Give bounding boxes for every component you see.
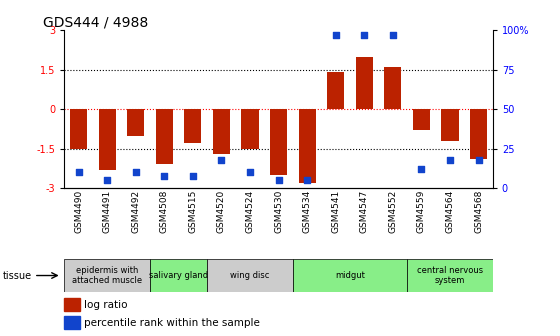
- Bar: [64, 298, 80, 311]
- Point: [474, 157, 483, 162]
- Bar: [64, 316, 80, 329]
- Bar: [384, 67, 402, 109]
- Point: [360, 32, 368, 38]
- Text: wing disc: wing disc: [230, 271, 270, 280]
- Text: GSM4520: GSM4520: [217, 190, 226, 233]
- Text: percentile rank within the sample: percentile rank within the sample: [83, 318, 259, 328]
- Point: [160, 173, 169, 178]
- Point: [274, 177, 283, 183]
- Text: GSM4568: GSM4568: [474, 190, 483, 233]
- Point: [302, 177, 311, 183]
- Bar: [470, 109, 487, 159]
- Text: epidermis with
attached muscle: epidermis with attached muscle: [72, 266, 142, 285]
- Text: GSM4508: GSM4508: [160, 190, 169, 233]
- Text: GSM4552: GSM4552: [388, 190, 398, 233]
- Point: [131, 170, 140, 175]
- Bar: [241, 109, 259, 149]
- Point: [446, 157, 455, 162]
- Bar: [127, 109, 144, 135]
- Text: GSM4524: GSM4524: [245, 190, 255, 233]
- Bar: [441, 109, 459, 141]
- Text: GSM4491: GSM4491: [102, 190, 112, 233]
- Text: central nervous
system: central nervous system: [417, 266, 483, 285]
- Bar: [184, 109, 202, 143]
- Point: [417, 167, 426, 172]
- Text: tissue: tissue: [3, 270, 32, 281]
- Bar: [207, 259, 293, 292]
- Text: GDS444 / 4988: GDS444 / 4988: [43, 15, 148, 29]
- Text: GSM4492: GSM4492: [131, 190, 141, 233]
- Point: [74, 170, 83, 175]
- Point: [217, 157, 226, 162]
- Bar: [293, 259, 407, 292]
- Bar: [407, 259, 493, 292]
- Text: salivary gland: salivary gland: [149, 271, 208, 280]
- Point: [103, 177, 112, 183]
- Bar: [70, 109, 87, 149]
- Text: log ratio: log ratio: [83, 300, 127, 310]
- Text: GSM4534: GSM4534: [302, 190, 312, 233]
- Text: GSM4547: GSM4547: [360, 190, 369, 233]
- Bar: [156, 109, 173, 164]
- Bar: [150, 259, 207, 292]
- Bar: [99, 109, 116, 170]
- Text: GSM4559: GSM4559: [417, 190, 426, 233]
- Point: [245, 170, 254, 175]
- Bar: [213, 109, 230, 154]
- Text: GSM4541: GSM4541: [331, 190, 340, 233]
- Bar: [64, 259, 150, 292]
- Text: midgut: midgut: [335, 271, 365, 280]
- Bar: [413, 109, 430, 130]
- Text: GSM4530: GSM4530: [274, 190, 283, 233]
- Bar: [270, 109, 287, 175]
- Text: GSM4515: GSM4515: [188, 190, 198, 233]
- Point: [188, 173, 198, 178]
- Bar: [327, 72, 344, 109]
- Text: GSM4564: GSM4564: [445, 190, 455, 233]
- Text: GSM4490: GSM4490: [74, 190, 83, 233]
- Point: [388, 32, 397, 38]
- Point: [331, 32, 340, 38]
- Bar: [356, 56, 373, 109]
- Bar: [298, 109, 316, 183]
